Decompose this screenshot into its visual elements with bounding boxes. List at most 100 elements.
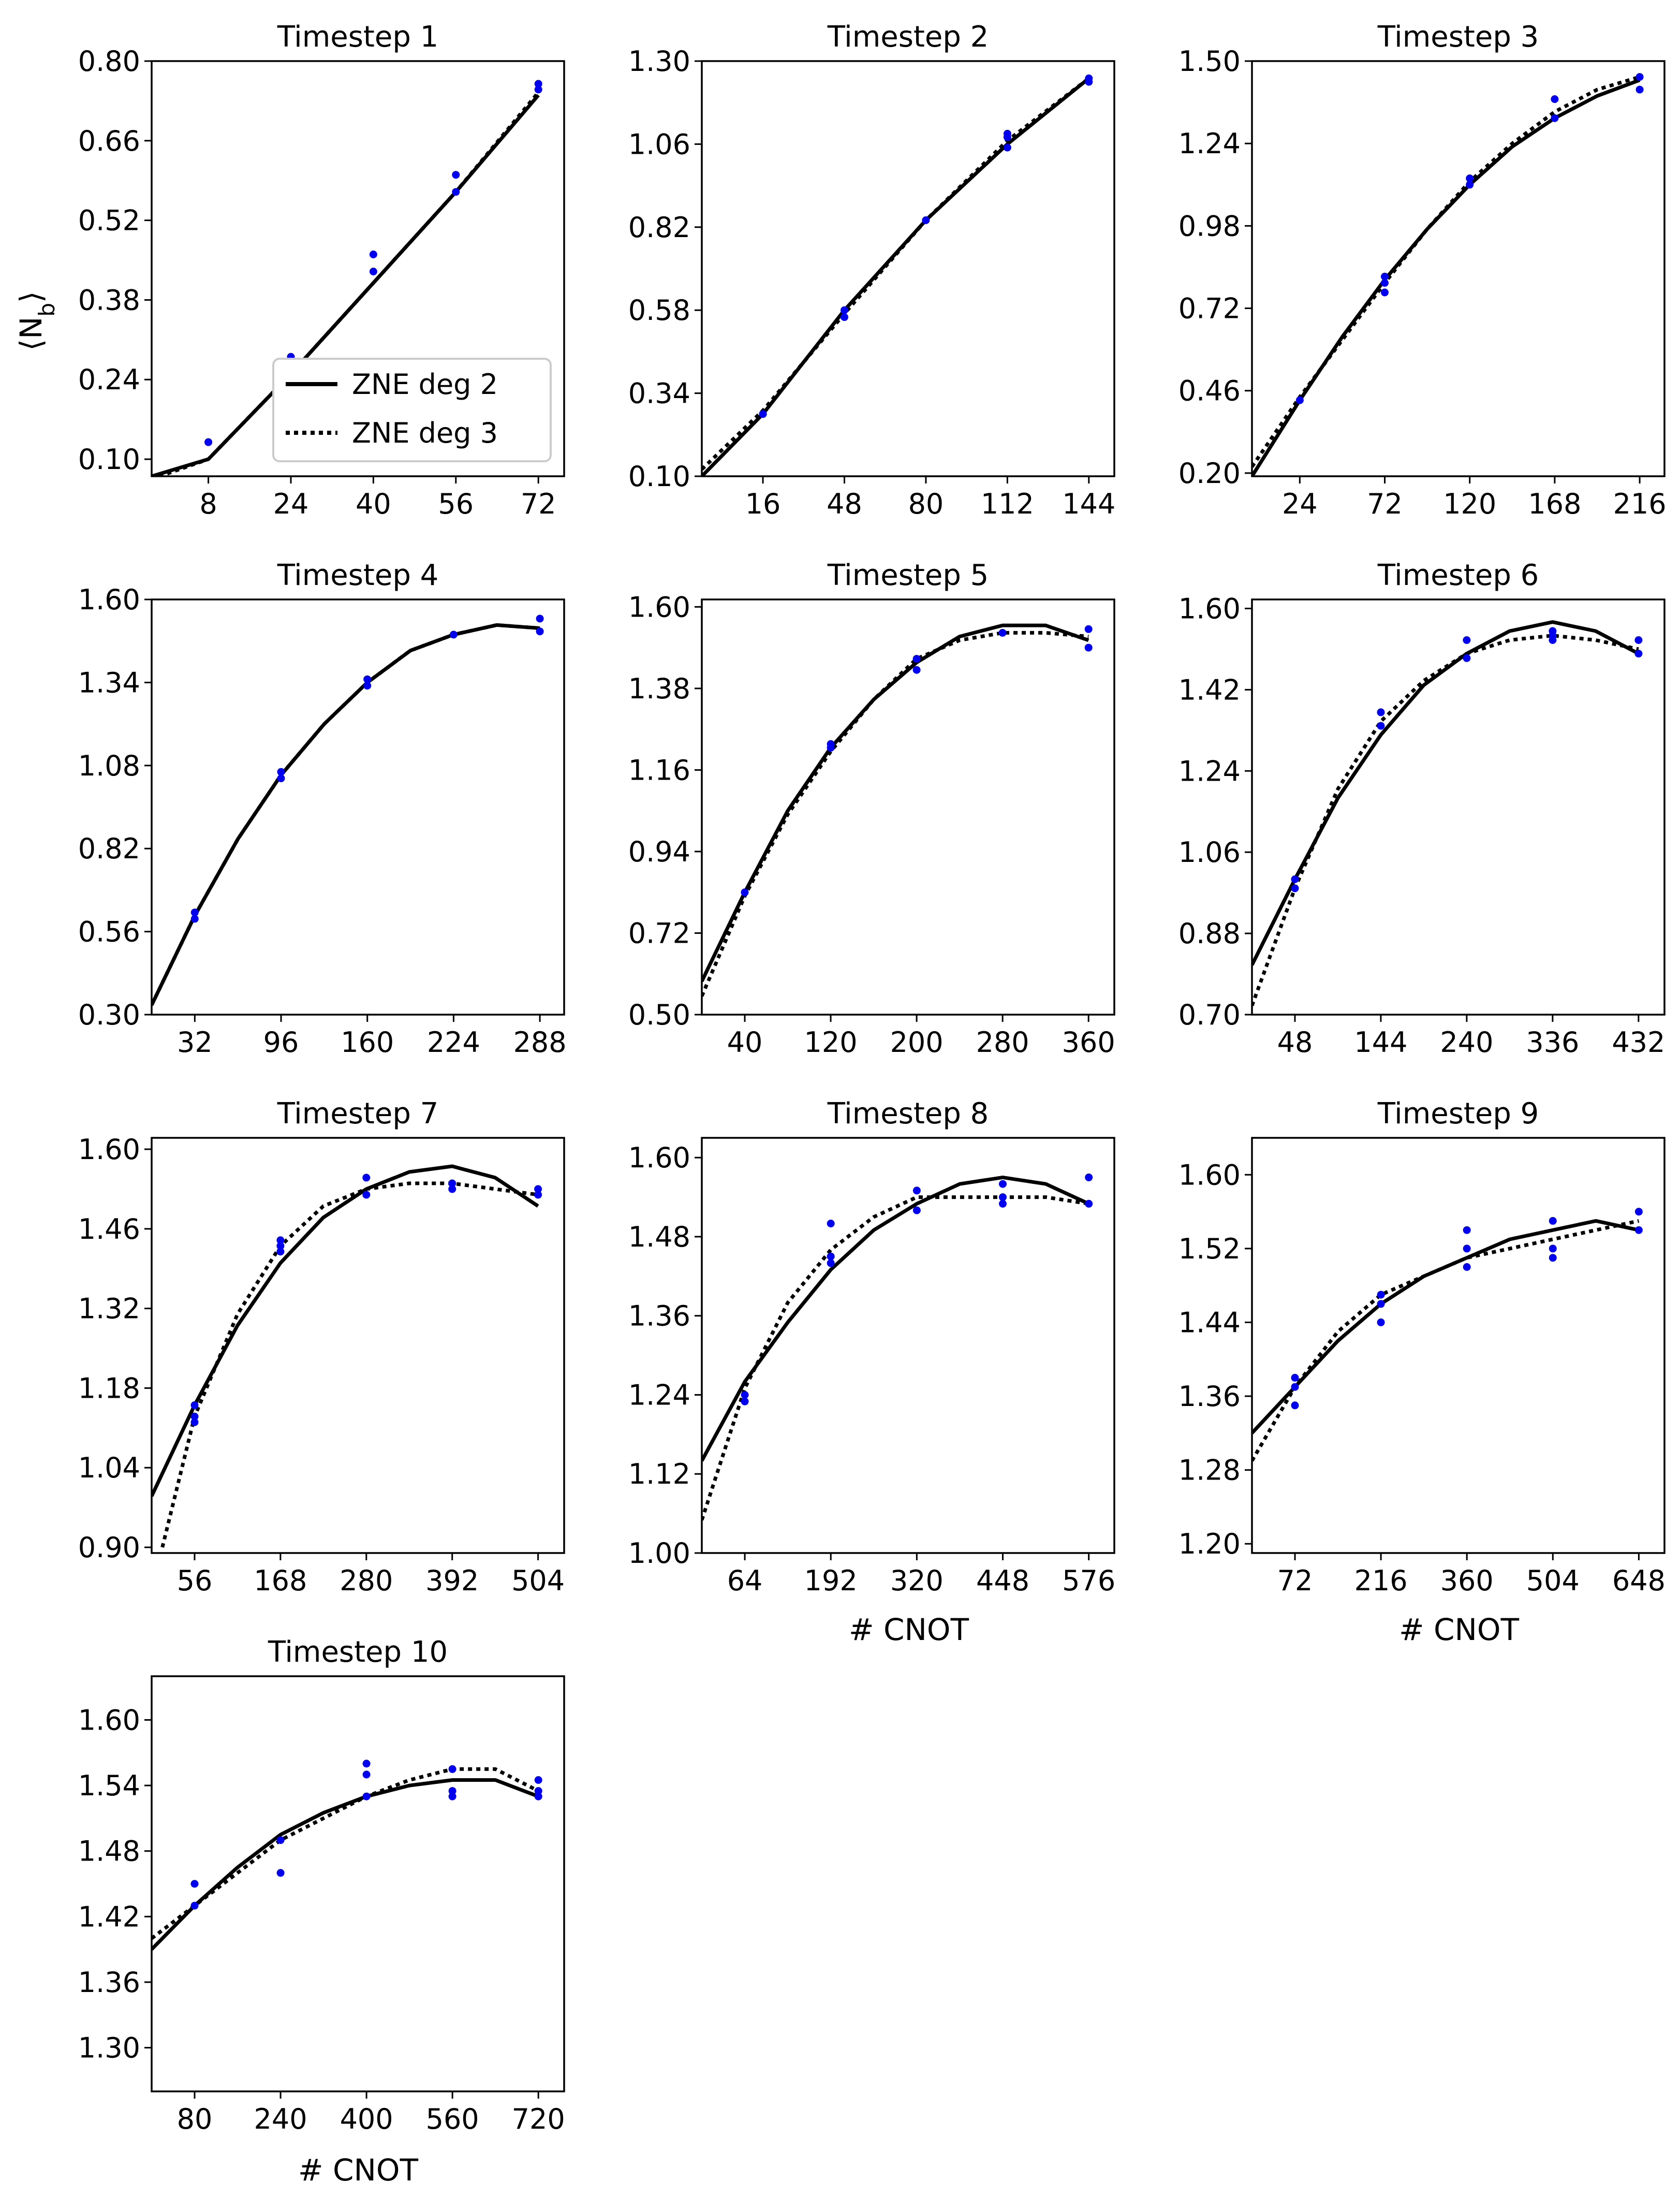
data-point-timestep-2-2	[759, 410, 767, 418]
data-point-timestep-7-10	[448, 1179, 456, 1188]
x-tick-label-timestep-10-4: 560	[426, 2103, 479, 2135]
data-point-timestep-5-4	[912, 666, 921, 674]
axes-frame-timestep-6	[1251, 598, 1666, 1016]
panel-title-timestep-10: Timestep 10	[268, 1635, 448, 1669]
y-tick-label-timestep-6-2: 0.88	[1178, 917, 1241, 950]
panel-timestep-4: Timestep 4 32 96 160 224 288 0.30 0.56 0.82 1.08 1…	[78, 559, 567, 1059]
x-tick-label-timestep-1-4: 56	[438, 488, 474, 520]
y-tick-label-timestep-10-1: 1.30	[78, 2032, 140, 2064]
panel-title-timestep-3: Timestep 3	[1377, 20, 1539, 54]
data-point-timestep-8-8	[999, 1199, 1007, 1208]
y-tick-label-timestep-8-4: 1.36	[628, 1300, 690, 1332]
series-line-deg3-timestep-6	[1252, 634, 1639, 1006]
data-point-timestep-9-11	[1549, 1244, 1557, 1253]
y-axis-label-close: ⟩	[13, 291, 49, 303]
data-point-timestep-7-2	[190, 1412, 199, 1420]
y-tick-label-timestep-5-4: 1.16	[628, 754, 690, 786]
data-point-timestep-6-4	[1377, 708, 1385, 716]
data-point-timestep-3-5	[1466, 181, 1474, 189]
x-tick-label-timestep-3-2: 72	[1367, 488, 1403, 520]
data-point-timestep-3-8	[1551, 95, 1559, 103]
x-tick-label-timestep-9-3: 360	[1440, 1564, 1494, 1597]
y-tick-label-timestep-7-2: 1.04	[78, 1452, 140, 1484]
plot-area-timestep-7	[152, 1164, 542, 1548]
axes-frame-timestep-5	[701, 598, 1115, 1016]
data-point-timestep-9-6	[1377, 1291, 1385, 1299]
y-tick-label-timestep-2-3: 0.58	[628, 294, 690, 327]
data-point-timestep-10-2	[190, 1880, 199, 1888]
axes-frame-timestep-1	[151, 60, 565, 477]
x-tick-label-timestep-3-4: 168	[1528, 488, 1581, 520]
x-tick-label-timestep-2-5: 144	[1062, 488, 1115, 520]
data-point-timestep-9-8	[1463, 1244, 1471, 1253]
legend-box	[272, 358, 552, 462]
data-point-timestep-5-8	[1084, 625, 1093, 633]
x-tick-label-timestep-2-2: 48	[827, 488, 862, 520]
x-tick-label-timestep-6-5: 432	[1612, 1026, 1665, 1059]
y-tick-label-timestep-2-4: 0.82	[628, 211, 690, 244]
y-tick-label-timestep-2-6: 1.30	[628, 45, 690, 78]
data-point-timestep-10-4	[276, 1836, 285, 1844]
data-point-timestep-1-7	[452, 188, 460, 196]
data-point-timestep-3-6	[1466, 174, 1474, 182]
data-point-timestep-8-4	[827, 1252, 835, 1261]
plot-area-timestep-4	[152, 614, 544, 1006]
data-point-timestep-7-6	[276, 1236, 285, 1244]
y-tick-label-timestep-6-4: 1.24	[1178, 755, 1241, 787]
series-line-deg2-timestep-3	[1252, 78, 1641, 476]
x-tick-label-timestep-10-3: 400	[340, 2103, 393, 2135]
data-point-timestep-1-8	[452, 171, 460, 179]
y-tick-label-timestep-8-6: 1.60	[628, 1141, 690, 1174]
x-tick-label-timestep-6-2: 144	[1354, 1026, 1407, 1059]
x-tick-label-timestep-1-1: 8	[199, 488, 217, 520]
data-point-timestep-9-9	[1463, 1226, 1471, 1234]
x-tick-label-timestep-5-2: 120	[804, 1026, 858, 1059]
y-tick-label-timestep-8-3: 1.24	[628, 1379, 690, 1411]
data-point-timestep-1-2	[204, 438, 213, 446]
y-tick-label-timestep-3-6: 1.50	[1178, 45, 1241, 78]
data-point-timestep-8-10	[999, 1180, 1007, 1188]
data-point-timestep-2-3	[841, 313, 848, 321]
panel-title-timestep-4: Timestep 4	[277, 559, 439, 592]
y-axis-label-subscript: b	[34, 303, 60, 317]
y-tick-label-timestep-1-4: 0.52	[78, 204, 140, 237]
x-tick-label-timestep-1-5: 72	[521, 488, 556, 520]
data-point-timestep-10-9	[448, 1787, 456, 1795]
x-tick-label-timestep-7-4: 392	[425, 1564, 479, 1597]
panel-title-timestep-1: Timestep 1	[277, 20, 439, 54]
data-point-timestep-7-11	[534, 1191, 542, 1199]
x-tick-label-timestep-7-2: 168	[254, 1564, 307, 1597]
data-point-timestep-7-7	[362, 1191, 371, 1199]
data-point-timestep-8-6	[912, 1206, 921, 1214]
x-tick-label-timestep-9-1: 72	[1277, 1564, 1313, 1597]
x-tick-label-timestep-7-1: 56	[177, 1564, 213, 1597]
y-tick-label-timestep-10-3: 1.42	[78, 1900, 140, 1933]
series-line-deg2-timestep-2	[702, 77, 1090, 476]
data-point-timestep-8-12	[1085, 1173, 1093, 1181]
data-point-timestep-7-9	[448, 1185, 456, 1193]
panel-timestep-3: Timestep 3 24 72 120 168 216 0.20 0.46 0.72 0.98 1…	[1178, 20, 1667, 520]
y-tick-label-timestep-4-4: 1.08	[78, 750, 140, 782]
y-tick-label-timestep-9-6: 1.60	[1178, 1159, 1241, 1191]
panel-timestep-7: Timestep 7 56 168 280 392 504 0.90 1.04 1.18 1.32…	[78, 1097, 565, 1597]
data-point-timestep-10-12	[534, 1787, 542, 1795]
data-point-timestep-10-11	[534, 1792, 542, 1800]
panel-timestep-5: Timestep 5 40 120 200 280 360 0.50 0.72 0.94 1.16…	[628, 559, 1115, 1059]
x-tick-label-timestep-4-4: 224	[427, 1026, 480, 1059]
data-point-timestep-10-6	[362, 1770, 371, 1779]
subplot-grid: Timestep 1 8 24 40 56 72 0.10 0.24 0.38 0.52 0.66 0…	[78, 20, 1667, 2135]
legend-label-deg2: ZNE deg 2	[352, 368, 498, 401]
panel-title-timestep-2: Timestep 2	[827, 20, 989, 54]
x-tick-label-timestep-3-3: 120	[1443, 488, 1496, 520]
legend-label-deg3: ZNE deg 3	[352, 417, 498, 449]
data-point-timestep-7-5	[276, 1242, 285, 1250]
data-point-timestep-1-5	[369, 268, 377, 275]
axes-frame-timestep-4	[151, 598, 565, 1016]
y-tick-label-timestep-1-1: 0.10	[78, 443, 140, 476]
panel-title-timestep-5: Timestep 5	[827, 559, 989, 592]
y-tick-label-timestep-4-1: 0.30	[78, 999, 140, 1031]
data-point-timestep-8-9	[999, 1193, 1007, 1202]
y-axis-label: ⟨Nb⟩	[13, 291, 60, 350]
x-tick-label-timestep-9-4: 504	[1526, 1564, 1580, 1597]
